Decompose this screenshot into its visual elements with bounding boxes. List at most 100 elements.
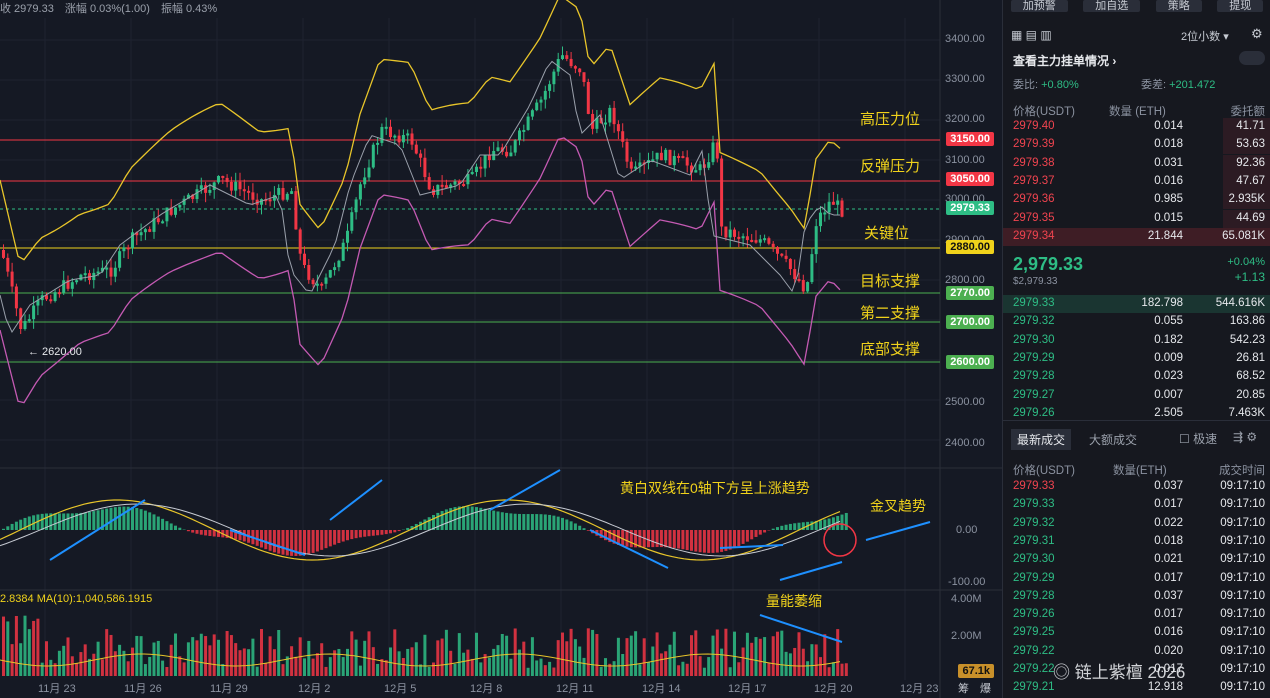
candle-body: [75, 280, 79, 283]
macd-bar: [294, 530, 298, 556]
candle-body: [819, 212, 822, 227]
amount-cell: 09:17:10: [1220, 589, 1265, 602]
volume-bar: [638, 664, 642, 676]
volume-bar: [483, 654, 487, 676]
qty-cell: 0.017: [1154, 663, 1183, 675]
bid-row[interactable]: 2979.28 0.023 68.52: [1003, 368, 1270, 386]
macd-bar: [518, 513, 521, 530]
trade-row[interactable]: 2979.29 0.017 09:17:10: [1003, 570, 1270, 588]
macd-bar: [569, 521, 573, 530]
candle-body: [285, 193, 289, 200]
qty-cell: 0.015: [1154, 211, 1183, 224]
bid-row[interactable]: 2979.30 0.182 542.23: [1003, 332, 1270, 350]
strategy-button[interactable]: 策略: [1155, 0, 1202, 12]
candle-body: [32, 305, 36, 320]
candle-body: [384, 126, 388, 129]
trade-row[interactable]: 2979.33 0.037 09:17:10: [1003, 478, 1270, 496]
volume-bar: [277, 629, 281, 676]
macd-bar: [303, 530, 306, 556]
main-orders-link[interactable]: 查看主力挂单情况 ›: [1013, 54, 1117, 68]
ask-row[interactable]: 2979.35 0.015 44.69: [1003, 209, 1270, 228]
macd-bar: [260, 530, 263, 548]
add-watchlist-button[interactable]: 加自选: [1083, 0, 1141, 12]
macd-bar: [771, 528, 775, 530]
candle-body: [363, 177, 367, 185]
candle-body: [681, 156, 685, 159]
bid-row[interactable]: 2979.26 2.505 7.463K: [1003, 405, 1270, 423]
candle-body: [126, 247, 130, 250]
volume-bar: [444, 629, 448, 676]
ask-row[interactable]: 2979.36 0.985 2.935K: [1003, 191, 1270, 210]
candle-body: [401, 134, 405, 143]
candle-body: [208, 189, 212, 193]
macd-bar: [264, 530, 268, 550]
trade-row[interactable]: 2979.22 0.017 09:17:10: [1003, 661, 1270, 679]
ask-row[interactable]: 2979.37 0.016 47.67: [1003, 172, 1270, 191]
volume-bar: [552, 667, 556, 676]
trade-row[interactable]: 2979.25 0.016 09:17:10: [1003, 624, 1270, 642]
macd-bar: [634, 530, 638, 548]
ask-row[interactable]: 2979.34 21.844 65.081K: [1003, 227, 1270, 246]
settings-gear-icon[interactable]: ⚙: [1251, 26, 1263, 41]
trade-row[interactable]: 2979.33 0.017 09:17:10: [1003, 496, 1270, 514]
depth-select[interactable]: 2位小数 ▾: [1181, 31, 1229, 43]
macd-bar: [586, 530, 590, 531]
ask-row[interactable]: 2979.40 0.014 41.71: [1003, 118, 1270, 136]
macd-bar: [96, 510, 100, 530]
tab-latest-trades[interactable]: 最新成交: [1011, 429, 1072, 450]
candle-body: [462, 184, 466, 187]
ask-row[interactable]: 2979.39 0.018 53.63: [1003, 136, 1270, 155]
volume-bar: [836, 629, 840, 676]
candle-body: [823, 212, 827, 215]
candle-body: [294, 191, 298, 230]
volume-bar: [414, 642, 418, 676]
volume-bar: [57, 650, 61, 676]
trade-row[interactable]: 2979.26 0.017 09:17:10: [1003, 606, 1270, 624]
macd-bar: [139, 509, 143, 530]
macd-bar: [629, 530, 633, 548]
candle-body: [604, 122, 607, 125]
trend-arrow: [489, 469, 561, 511]
macd-bar: [556, 516, 560, 530]
macd-bar: [320, 530, 324, 550]
axis-footer-liquidation[interactable]: 爆: [980, 683, 991, 695]
trade-row[interactable]: 2979.28 0.037 09:17:10: [1003, 588, 1270, 606]
trade-row[interactable]: 2979.22 0.020 09:17:10: [1003, 643, 1270, 661]
withdraw-button[interactable]: 提现: [1217, 0, 1264, 12]
bid-row[interactable]: 2979.27 0.007 20.85: [1003, 387, 1270, 405]
filter-icon[interactable]: ⇶ ⚙: [1233, 430, 1258, 444]
macd-bar: [423, 519, 427, 530]
candlestick-chart[interactable]: [0, 0, 1002, 698]
volume-bar: [174, 633, 177, 676]
book-layout-icons[interactable]: ▦ ▤ ▥: [1011, 28, 1052, 42]
volume-bar: [548, 661, 552, 676]
candle-body: [784, 255, 788, 259]
bid-row[interactable]: 2979.29 0.009 26.81: [1003, 350, 1270, 368]
volume-bar: [264, 663, 268, 676]
price-chart-area[interactable]: 收 2979.33 涨幅 0.03%(1.00) 振幅 0.43% 高压力位 反…: [0, 0, 1002, 698]
candle-body: [410, 133, 414, 145]
date-tick: 12月 2: [298, 683, 331, 695]
macd-bar: [384, 530, 388, 535]
price-axis-tick: 2800.00: [945, 274, 985, 286]
main-orders-toggle[interactable]: [1239, 51, 1265, 65]
trade-row[interactable]: 2979.30 0.021 09:17:10: [1003, 551, 1270, 569]
amount-cell: 09:17:10: [1220, 663, 1265, 675]
candle-body: [797, 279, 801, 282]
volume-bar: [810, 644, 814, 676]
trade-row[interactable]: 2979.32 0.022 09:17:10: [1003, 515, 1270, 533]
macd-bar: [122, 506, 126, 530]
macd-bar: [14, 521, 18, 530]
trade-row[interactable]: 2979.31 0.018 09:17:10: [1003, 533, 1270, 551]
tab-large-trades[interactable]: 大额成交: [1089, 433, 1138, 447]
trade-row[interactable]: 2979.21 12.918 09:17:10: [1003, 679, 1270, 697]
add-alert-button[interactable]: 加预警: [1010, 0, 1068, 12]
bid-row[interactable]: 2979.33 182.798 544.616K: [1003, 295, 1270, 313]
axis-footer-chip[interactable]: 筹: [958, 683, 969, 695]
macd-bar: [793, 523, 797, 530]
ask-row[interactable]: 2979.38 0.031 92.36: [1003, 154, 1270, 173]
fast-mode-checkbox[interactable]: ☐ 极速: [1179, 432, 1218, 446]
candle-body: [698, 164, 702, 171]
bid-row[interactable]: 2979.32 0.055 163.86: [1003, 313, 1270, 331]
volume-bar: [186, 642, 190, 676]
